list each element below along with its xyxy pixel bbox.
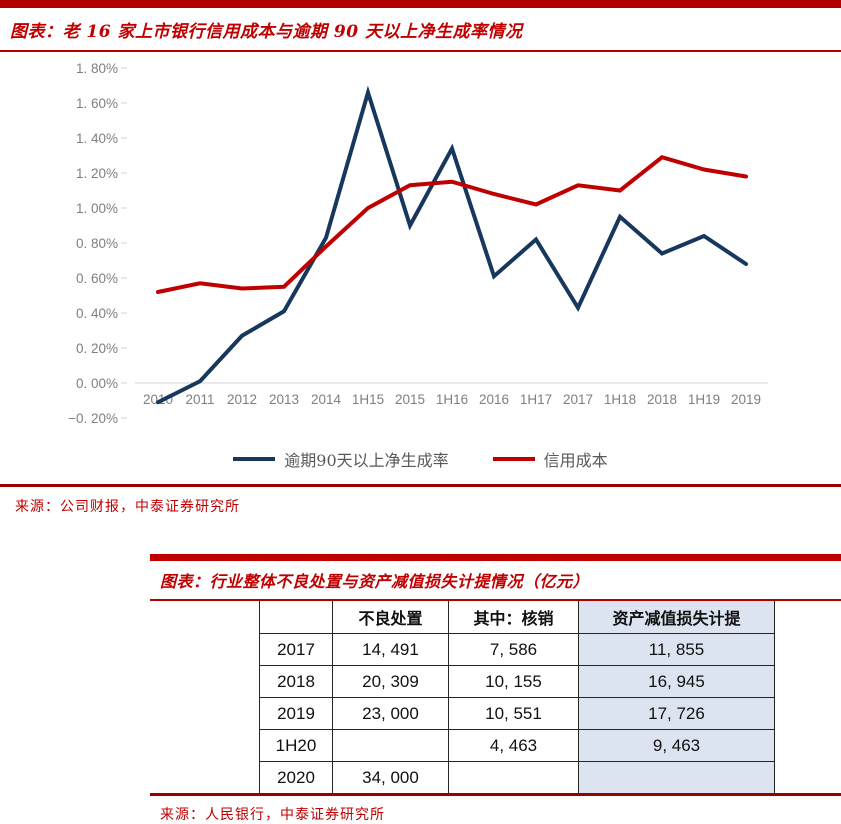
y-axis-label: 1. 80% xyxy=(76,61,118,76)
chart-figure-title: 图表：老 16 家上市银行信用成本与逾期 90 天以上净生成率情况 xyxy=(10,22,523,42)
table-corner-cell xyxy=(259,601,333,634)
x-axis-label: 1H18 xyxy=(604,392,636,407)
row-year-cell: 2018 xyxy=(259,665,333,698)
npl-disposal-table: 不良处置 其中：核销 资产减值损失计提 2017 14, 491 7, 586 11, 8… xyxy=(259,601,775,793)
row-year-cell: 2020 xyxy=(259,761,333,793)
x-axis-label: 2012 xyxy=(227,392,257,407)
table-header-cell: 资产减值损失计提 xyxy=(578,601,775,634)
table-value-cell: 16, 945 xyxy=(578,665,775,698)
table-value-cell: 9, 463 xyxy=(578,729,775,762)
table-figure-top-rule xyxy=(150,554,841,561)
table-row: 1H20 4, 463 9, 463 xyxy=(259,729,775,762)
line-chart-area: 1. 80% 1. 60% 1. 40% 1. 20% 1. 00% 0. 80% 0. 6… xyxy=(0,52,841,484)
x-axis-label: 2016 xyxy=(479,392,509,407)
x-axis-label: 2013 xyxy=(269,392,299,407)
x-axis-label: 2011 xyxy=(185,392,214,407)
table-head: 不良处置 其中：核销 资产减值损失计提 xyxy=(259,601,775,634)
y-axis-label: 0. 20% xyxy=(76,341,118,356)
x-axis-label: 1H19 xyxy=(688,392,720,407)
table-value-cell: 17, 726 xyxy=(578,697,775,730)
table-figure-title: 图表：行业整体不良处置与资产减值损失计提情况（亿元） xyxy=(160,572,590,591)
table-value-cell: 10, 551 xyxy=(448,697,579,730)
table-title-underline xyxy=(150,599,841,601)
table-header-cell: 其中：核销 xyxy=(448,601,579,634)
legend-item-credit-cost: 信用成本 xyxy=(492,447,608,471)
x-axis-label: 2010 xyxy=(143,392,173,407)
credit-cost-line xyxy=(156,155,748,294)
y-axis-label: 0. 40% xyxy=(76,306,118,321)
red-line-swatch xyxy=(492,457,535,461)
y-axis-label: 0. 80% xyxy=(76,236,118,251)
table-value-cell xyxy=(448,761,579,793)
x-axis-label: 2014 xyxy=(311,392,342,407)
legend-label: 信用成本 xyxy=(543,451,608,470)
y-axis-label: 1. 20% xyxy=(76,166,118,181)
y-axis-label: −0. 20% xyxy=(68,411,118,426)
legend-label: 逾期90天以上净生成率 xyxy=(284,451,449,470)
table-header-row: 不良处置 其中：核销 资产减值损失计提 xyxy=(259,601,775,634)
table-source-note: 来源：人民银行，中泰证券研究所 xyxy=(160,807,385,823)
x-axis-label: 2018 xyxy=(647,392,677,407)
table-value-cell: 14, 491 xyxy=(332,633,449,666)
y-axis-label: 1. 00% xyxy=(76,201,118,216)
table-value-cell: 7, 586 xyxy=(448,633,579,666)
y-axis-label: 0. 60% xyxy=(76,271,118,286)
chart-source-rule xyxy=(0,484,841,487)
table-figure-section: 图表：行业整体不良处置与资产减值损失计提情况（亿元） 不良处置 其中：核销 资产减值… xyxy=(150,554,841,824)
y-axis-label: 1. 40% xyxy=(76,131,118,146)
table-row: 2020 34, 000 xyxy=(259,761,775,793)
x-axis-label: 2017 xyxy=(563,392,593,407)
table-header-cell: 不良处置 xyxy=(332,601,449,634)
chart-source-note: 来源：公司财报，中泰证券研究所 xyxy=(15,499,240,515)
chart-legend: 逾期90天以上净生成率 信用成本 xyxy=(0,447,841,471)
navy-line-swatch xyxy=(233,457,276,461)
table-value-cell xyxy=(578,761,775,793)
table-bottom-rule xyxy=(150,793,841,796)
row-year-cell: 1H20 xyxy=(259,729,333,762)
table-value-cell: 11, 855 xyxy=(578,633,775,666)
chart-title-underline xyxy=(0,50,841,52)
x-axis-label: 1H16 xyxy=(436,392,468,407)
y-axis-label: 1. 60% xyxy=(76,96,118,111)
x-axis-label: 2019 xyxy=(731,392,761,407)
table-value-cell: 4, 463 xyxy=(448,729,579,762)
x-axis-label: 2015 xyxy=(395,392,425,407)
row-year-cell: 2017 xyxy=(259,633,333,666)
table-value-cell: 10, 155 xyxy=(448,665,579,698)
table-value-cell: 34, 000 xyxy=(332,761,449,793)
table-row: 2017 14, 491 7, 586 11, 855 xyxy=(259,633,775,666)
table-value-cell: 23, 000 xyxy=(332,697,449,730)
table-row: 2018 20, 309 10, 155 16, 945 xyxy=(259,665,775,698)
overdue-net-formation-line xyxy=(156,85,748,405)
table-value-cell: 20, 309 xyxy=(332,665,449,698)
line-chart: 1. 80% 1. 60% 1. 40% 1. 20% 1. 00% 0. 80% 0. 6… xyxy=(68,61,768,426)
x-axis-label: 1H15 xyxy=(352,392,384,407)
row-year-cell: 2019 xyxy=(259,697,333,730)
legend-item-overdue-net-formation: 逾期90天以上净生成率 xyxy=(233,447,449,471)
table-value-cell xyxy=(332,729,449,762)
table-body: 2017 14, 491 7, 586 11, 855 2018 20, 309 10, 1… xyxy=(259,633,775,793)
x-axis-label: 1H17 xyxy=(520,392,552,407)
table-row: 2019 23, 000 10, 551 17, 726 xyxy=(259,697,775,730)
top-rule xyxy=(0,0,841,8)
y-axis-label: 0. 00% xyxy=(76,376,118,391)
